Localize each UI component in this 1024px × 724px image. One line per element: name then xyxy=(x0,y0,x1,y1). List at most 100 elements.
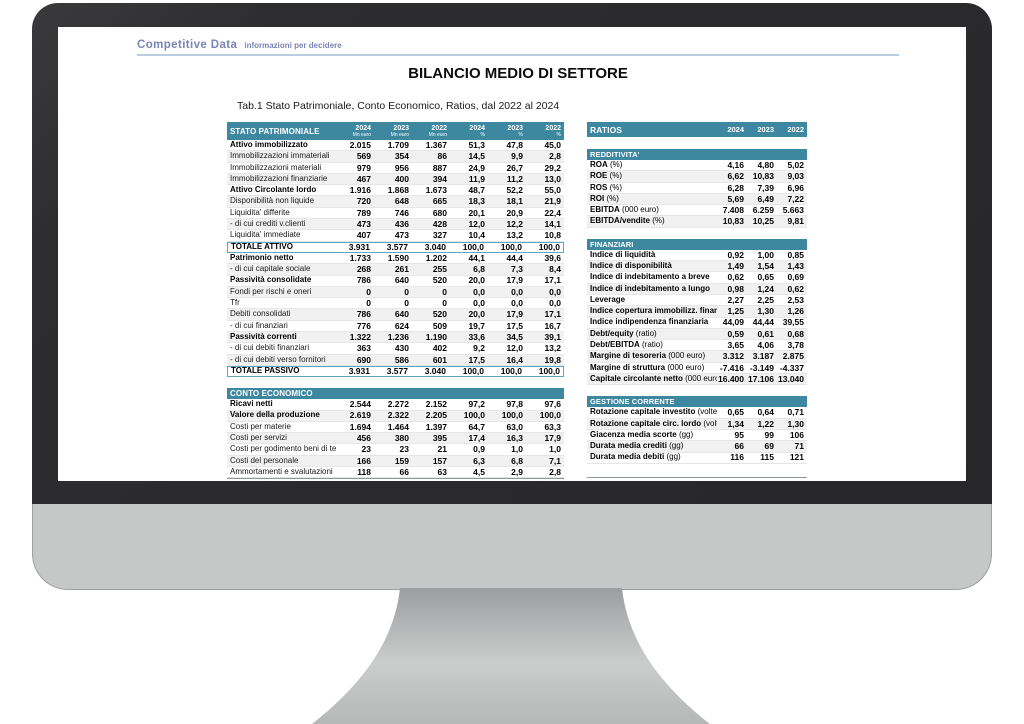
stand-pedestal xyxy=(312,588,710,724)
row-label-suffix: (000 euro) xyxy=(666,351,706,361)
cell-value: -4.337 xyxy=(779,362,804,373)
ratios-section-header: REDDITIVITA' xyxy=(587,149,807,160)
column-unit: % xyxy=(480,131,485,138)
cell-value: 159 xyxy=(394,455,409,466)
row-label-suffix: (gg) xyxy=(666,441,684,451)
row-label: Indice di liquidità xyxy=(590,249,656,259)
ratios-sections: REDDITIVITA' ROA (%) 4,16 4,80 5,02 ROE (%) 6,… xyxy=(587,149,807,464)
cell-value: 0,0 xyxy=(473,286,485,297)
cell-value: 0,62 xyxy=(787,283,804,294)
row-label: Liquidita' immediate xyxy=(230,230,301,240)
cell-value: 11,9 xyxy=(468,173,485,184)
cell-value: 0 xyxy=(404,298,409,309)
row-label-suffix: (%) xyxy=(607,171,623,181)
cell-value: 16,7 xyxy=(544,320,561,331)
cell-value: 0,61 xyxy=(757,328,774,339)
column-year: 2023 xyxy=(393,124,409,132)
ratios-header: RATIOS 2024 2023 2022 xyxy=(587,122,807,137)
monitor-screen: Competitive Data informazioni per decider… xyxy=(58,27,966,481)
cell-value: 97,8 xyxy=(506,399,523,410)
column-year: 2023 xyxy=(757,125,774,134)
cell-value: 6,8 xyxy=(473,264,485,275)
cell-value: -3.149 xyxy=(749,362,774,373)
cell-value: 34,5 xyxy=(506,331,523,342)
ratios-section-rows: Rotazione capitale investito (volte) 0,65… xyxy=(587,407,807,464)
cell-value: 10,4 xyxy=(468,230,485,241)
cell-value: 2.322 xyxy=(387,410,409,421)
row-label: Liquidita' differite xyxy=(230,207,290,217)
cell-value: 13,2 xyxy=(506,230,523,241)
cell-value: 0,59 xyxy=(727,328,744,339)
cell-value: 0,98 xyxy=(727,283,744,294)
row-label: TOTALE ATTIVO xyxy=(231,242,293,252)
bottom-rule xyxy=(587,476,807,478)
row-label: Indice indipendenza finanziaria xyxy=(590,317,709,327)
cell-value: 4,80 xyxy=(757,159,774,170)
table-row: Rotazione capitale circ. lordo (volte) 1,… xyxy=(587,419,807,430)
cell-value: 665 xyxy=(432,196,447,207)
cell-value: 7,22 xyxy=(787,193,804,204)
row-label: Leverage xyxy=(590,294,626,304)
cell-value: 2.272 xyxy=(387,399,409,410)
cell-value: 2,25 xyxy=(757,294,774,305)
cell-value: 680 xyxy=(432,207,447,218)
cell-value: 13,2 xyxy=(544,343,561,354)
table-row: ROI (%) 5,69 6,49 7,22 xyxy=(587,193,807,206)
row-label: Margine di tesoreria (000 euro) xyxy=(590,351,706,361)
table-row: TOTALE ATTIVO 3.931 3.577 3.040 100,0 100,0 10… xyxy=(227,241,564,253)
header-divider xyxy=(137,54,899,56)
cell-value: 17.106 xyxy=(748,373,774,384)
cell-value: 2,8 xyxy=(549,466,561,477)
section-title: FINANZIARI xyxy=(590,239,634,249)
column-year: 2022 xyxy=(431,124,447,132)
cell-value: 428 xyxy=(432,218,447,229)
stato-patrimoniale-rows: Attivo immobilizzato 2.015 1.709 1.367 51,3 4… xyxy=(227,139,564,378)
cell-value: 47,8 xyxy=(506,139,523,150)
cell-value: 2.619 xyxy=(349,410,371,421)
cell-value: 100,0 xyxy=(501,410,523,421)
cell-value: 776 xyxy=(356,320,371,331)
row-label: ROI (%) xyxy=(590,193,619,203)
cell-value: 0,68 xyxy=(787,328,804,339)
cell-value: 23 xyxy=(361,444,371,455)
row-label-suffix: (%) xyxy=(650,216,665,226)
row-label: ROA (%) xyxy=(590,159,623,169)
cell-value: 956 xyxy=(394,162,409,173)
table-row: Indice di indebitamento a breve 0,62 0,65 0… xyxy=(587,272,807,284)
cell-value: 52,2 xyxy=(506,185,523,196)
row-label: Attivo Circolante lordo xyxy=(230,185,317,195)
column-year: 2024 xyxy=(469,124,485,132)
cell-value: 100,0 xyxy=(538,242,560,253)
brand-logo: Competitive Data xyxy=(137,39,238,51)
row-label-suffix: (%) xyxy=(607,159,623,169)
cell-value: 17,5 xyxy=(506,320,523,331)
table-row: - di cui crediti v.clienti 473 436 428 12,0 1… xyxy=(227,218,564,231)
cell-value: 97,6 xyxy=(544,399,561,410)
cell-value: 0,92 xyxy=(727,249,744,260)
row-label: Rotazione capitale circ. lordo (volte) xyxy=(587,419,717,430)
column-year: 2024 xyxy=(727,125,744,134)
row-label: Ricavi netti xyxy=(230,399,273,409)
cell-value: 0,0 xyxy=(549,286,561,297)
cell-value: 100,0 xyxy=(539,410,561,421)
row-label: Durata media crediti (gg) xyxy=(590,441,684,451)
cell-value: 268 xyxy=(356,264,371,275)
cell-value: 18,3 xyxy=(468,196,485,207)
row-label-suffix: (%) xyxy=(604,193,619,203)
cell-value: 6,49 xyxy=(757,193,774,204)
row-label: Rotazione capitale investito (volte) xyxy=(587,407,717,418)
cell-value: 17,4 xyxy=(468,433,485,444)
row-label: Debiti consolidati xyxy=(230,309,291,319)
row-label: ROS (%) xyxy=(590,182,623,192)
report-header: Competitive Data informazioni per decider… xyxy=(137,35,342,53)
cell-value: 6,62 xyxy=(727,171,744,182)
column-year: 2022 xyxy=(787,125,804,134)
cell-value: 5,02 xyxy=(787,159,804,170)
column-unit: % xyxy=(556,131,561,138)
table-row: Costi per godimento beni di terzi 23 23 21 0… xyxy=(227,444,564,456)
cell-value: 22,4 xyxy=(544,207,561,218)
cell-value: 1.868 xyxy=(387,185,409,196)
cell-value: 0,9 xyxy=(473,444,485,455)
table-row: Giacenza media scorte (gg) 95 99 106 xyxy=(587,430,807,442)
row-label: Costi per materie xyxy=(230,421,291,431)
